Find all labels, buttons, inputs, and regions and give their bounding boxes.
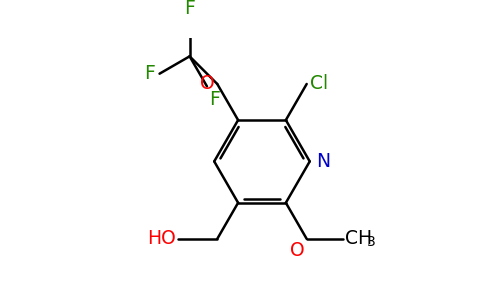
Text: HO: HO [147,230,176,248]
Text: N: N [316,152,330,171]
Text: CH: CH [345,230,372,248]
Text: O: O [200,74,214,93]
Text: F: F [144,64,155,83]
Text: 3: 3 [366,235,376,249]
Text: F: F [184,0,195,18]
Text: F: F [209,90,220,109]
Text: Cl: Cl [310,74,328,93]
Text: O: O [290,242,305,260]
